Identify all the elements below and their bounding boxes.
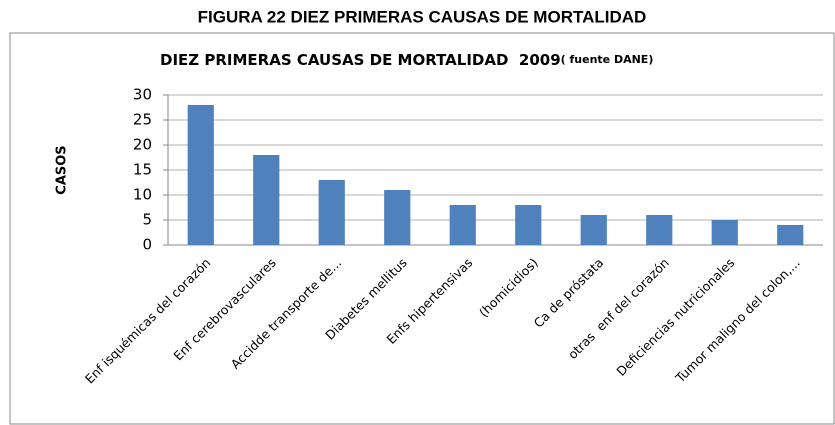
y-tick-label: 5 (142, 211, 152, 229)
y-tick-label: 30 (133, 86, 152, 104)
subtitle: ( fuente DANE) (561, 53, 654, 66)
bar (384, 190, 411, 245)
caption: FIGURA 22 DIEZ PRIMERAS CAUSAS DE MORTAL… (198, 7, 647, 26)
title: DIEZ PRIMERAS CAUSAS DE MORTALIDAD 2009 (160, 51, 561, 69)
y-tick-label: 20 (133, 136, 152, 154)
y-tick-label: 10 (133, 186, 152, 204)
bar (318, 180, 345, 245)
bar (580, 215, 607, 245)
y-tick-label: 15 (133, 161, 152, 179)
bar (777, 225, 804, 245)
y-axis-label: CASOS (55, 145, 70, 194)
chart-title: DIEZ PRIMERAS CAUSAS DE MORTALIDAD 2009(… (160, 51, 653, 69)
bar (711, 220, 738, 245)
bar (449, 205, 476, 245)
chart-frame (9, 32, 835, 425)
bar (646, 215, 673, 245)
bar (253, 155, 280, 245)
y-tick-label: 25 (133, 111, 152, 129)
y-tick-label: 0 (142, 236, 152, 254)
bar (515, 205, 542, 245)
bar (187, 105, 214, 245)
